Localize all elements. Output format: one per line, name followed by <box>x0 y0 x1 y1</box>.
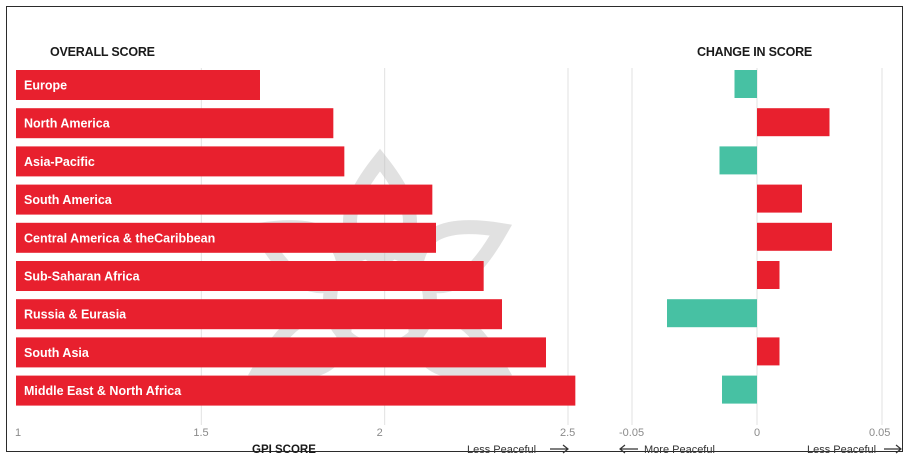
change-score-bar <box>757 184 802 213</box>
overall-score-bar <box>16 70 260 100</box>
region-label: Sub-Saharan Africa <box>24 270 141 284</box>
overall-score-bar <box>16 222 436 253</box>
change-score-bar <box>722 375 757 404</box>
right-tick-label: -0.05 <box>619 427 644 439</box>
right-direction-indicator-right: Less Peaceful <box>807 444 902 456</box>
right-less-peaceful-label: Less Peaceful <box>807 444 876 456</box>
right-tick-label: 0.05 <box>869 427 890 439</box>
right-direction-indicator-left: More Peaceful <box>619 444 715 456</box>
left-tick-label: 1.5 <box>193 427 208 439</box>
left-chart-title: OVERALL SCORE <box>50 45 155 59</box>
region-label: Central America & theCaribbean <box>24 231 215 245</box>
region-label: North America <box>24 117 111 131</box>
overall-score-bar <box>16 375 576 406</box>
left-direction-indicator: Less Peaceful <box>467 444 569 456</box>
left-tick-label: 2.5 <box>560 427 575 439</box>
more-peaceful-label: More Peaceful <box>644 444 715 456</box>
right-chart-title: CHANGE IN SCORE <box>697 45 812 59</box>
left-tick-label: 1 <box>15 427 21 439</box>
change-score-bar <box>757 261 780 289</box>
left-tick-label: 2 <box>377 427 383 439</box>
left-tick-labels: 1 1.5 2 2.5 <box>15 427 575 439</box>
change-score-bar <box>667 299 757 328</box>
region-label: Middle East & North Africa <box>24 384 182 398</box>
left-x-axis-title: GPI SCORE <box>252 444 316 456</box>
change-score-bar <box>757 222 832 251</box>
region-label: Russia & Eurasia <box>24 308 127 322</box>
right-arrow-icon <box>884 444 902 454</box>
left-bars: Europe North America Asia-Pacific South Ame… <box>16 70 576 406</box>
change-score-bar <box>757 337 780 366</box>
left-less-peaceful-label: Less Peaceful <box>467 444 536 456</box>
change-score-bar <box>719 146 757 175</box>
overall-score-bar <box>16 299 502 330</box>
overall-score-bar <box>16 261 484 291</box>
overall-score-bar <box>16 184 433 215</box>
region-label: Asia-Pacific <box>24 155 95 169</box>
right-arrow-icon <box>550 444 569 454</box>
change-score-bar <box>734 70 757 98</box>
right-tick-label: 0 <box>754 427 760 439</box>
right-bars <box>667 70 832 404</box>
overall-score-bar <box>16 337 546 368</box>
region-label: South Asia <box>24 346 90 360</box>
overall-score-bar <box>16 108 334 139</box>
region-label: South America <box>24 193 113 207</box>
region-label: Europe <box>24 79 67 93</box>
change-score-bar <box>757 108 830 137</box>
left-arrow-icon <box>619 444 638 454</box>
right-tick-labels: -0.05 0 0.05 <box>619 427 890 439</box>
overall-score-bar <box>16 146 345 177</box>
